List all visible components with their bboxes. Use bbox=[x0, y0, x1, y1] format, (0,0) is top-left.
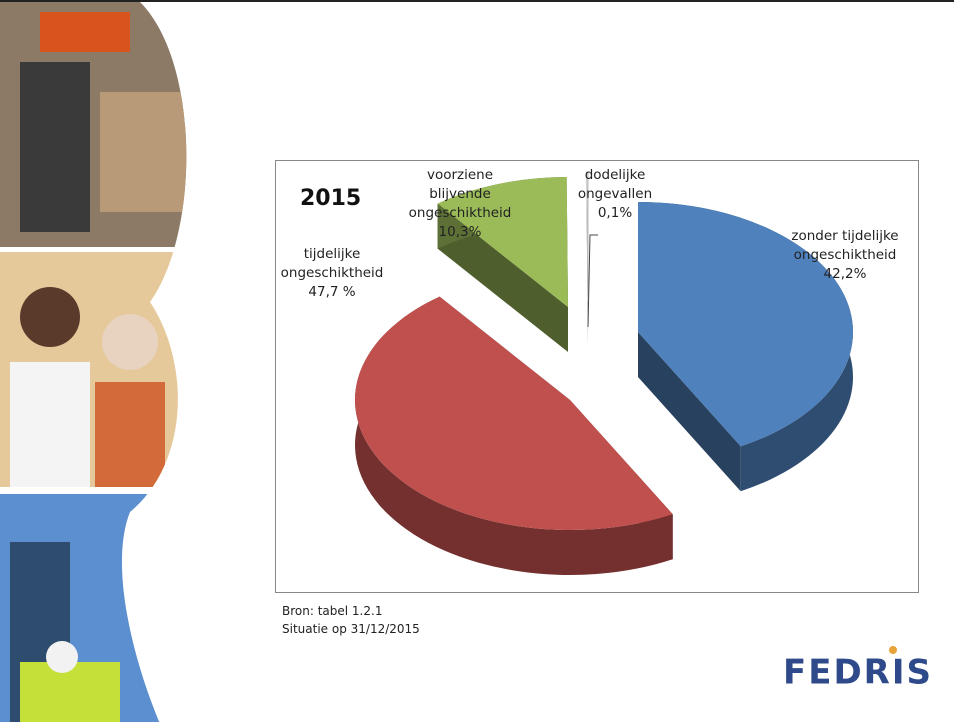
photo-strip bbox=[0, 2, 200, 722]
value-label: 10,3% bbox=[395, 223, 525, 242]
slide: 2015 FEDRIS Bron: tabel 1.2.1 Situatie o… bbox=[0, 0, 954, 722]
logo-dot bbox=[889, 646, 897, 654]
category-label: voorziene blijvende ongeschiktheid bbox=[395, 166, 525, 223]
leader-line bbox=[588, 235, 598, 327]
category-label: tijdelijke ongeschiktheid bbox=[262, 245, 402, 283]
source-note: Bron: tabel 1.2.1 bbox=[282, 604, 382, 618]
slide-art: 2015 FEDRIS bbox=[0, 2, 954, 722]
value-label: 42,2% bbox=[770, 265, 920, 284]
category-label: dodelijke ongevallen bbox=[560, 166, 670, 204]
value-label: 0,1% bbox=[560, 204, 670, 223]
value-label: 47,7 % bbox=[262, 283, 402, 302]
category-label: zonder tijdelijke ongeschiktheid bbox=[770, 227, 920, 265]
logo: FEDRIS bbox=[783, 653, 933, 693]
date-note: Situatie op 31/12/2015 bbox=[282, 622, 420, 636]
chart-title: 2015 bbox=[300, 186, 361, 211]
